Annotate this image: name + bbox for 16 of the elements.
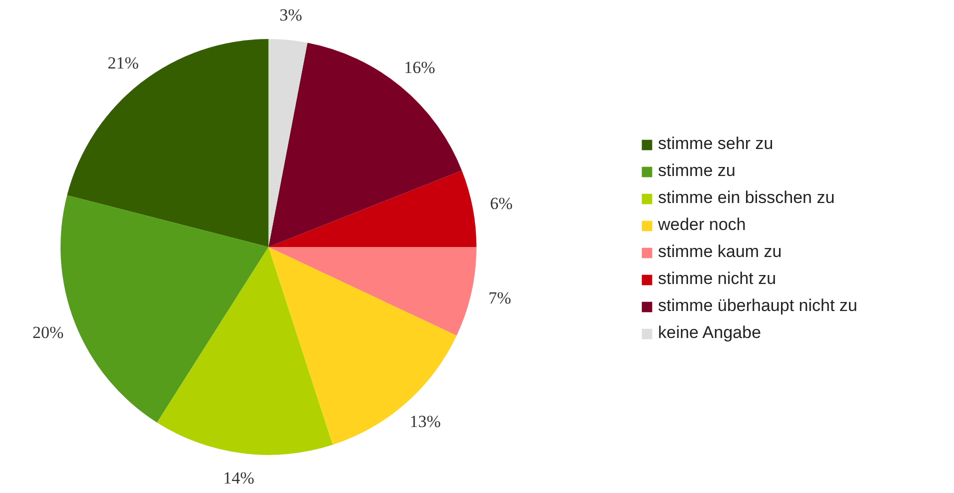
data-label: 16% xyxy=(404,58,436,78)
legend-label: stimme überhaupt nicht zu xyxy=(658,296,858,316)
data-label: 3% xyxy=(279,6,302,25)
legend-label: keine Angabe xyxy=(658,323,762,343)
legend-label: stimme kaum zu xyxy=(658,242,782,262)
data-label: 13% xyxy=(410,412,441,432)
legend-label: weder noch xyxy=(658,215,746,235)
data-label: 21% xyxy=(108,54,139,72)
data-label: 20% xyxy=(32,323,64,342)
legend-label: stimme nicht zu xyxy=(658,269,776,289)
data-label: 6% xyxy=(490,194,513,213)
data-label: 14% xyxy=(223,468,254,488)
legend-label: stimme zu xyxy=(658,161,736,181)
legend-label: stimme ein bisschen zu xyxy=(658,188,835,208)
legend-label: stimme sehr zu xyxy=(658,134,774,154)
data-label: 7% xyxy=(488,288,512,308)
